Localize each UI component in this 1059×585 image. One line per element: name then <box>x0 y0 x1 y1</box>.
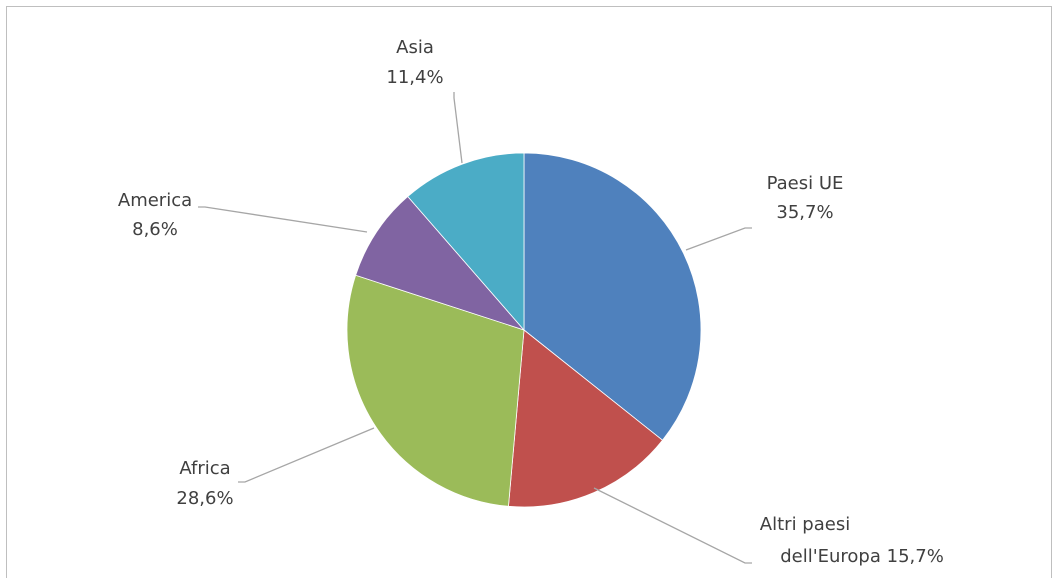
data-labels: Paesi UE 35,7% Altri paesi dell'Europa 1… <box>118 37 944 567</box>
leader-line-altri-paesi <box>593 487 752 564</box>
pie-slice-paesi-ue <box>523 152 702 441</box>
leader-line-africa <box>238 427 375 483</box>
label-africa-value: 28,6% <box>176 488 233 509</box>
pie-slice-altri-paesi-dell-europa <box>508 329 664 508</box>
pie-slice-asia <box>407 152 525 332</box>
label-altri-paesi-value: dell'Europa 15,7% <box>780 546 944 567</box>
label-america-name: America <box>118 190 192 211</box>
label-africa-name: Africa <box>179 458 230 479</box>
label-paesi-ue-value: 35,7% <box>776 202 833 223</box>
pie-slice-america <box>355 195 526 331</box>
leader-line-paesi-ue <box>685 227 752 251</box>
label-altri-paesi-name: Altri paesi <box>760 514 850 535</box>
label-asia-name: Asia <box>396 37 434 58</box>
label-paesi-ue-name: Paesi UE <box>767 173 844 194</box>
leader-line-america <box>198 206 368 233</box>
label-asia-value: 11,4% <box>386 67 443 88</box>
pie-slices <box>346 152 702 508</box>
leader-lines <box>198 92 752 564</box>
pie-slice-africa <box>346 274 525 507</box>
leader-line-asia <box>453 92 463 164</box>
label-america-value: 8,6% <box>132 219 178 240</box>
